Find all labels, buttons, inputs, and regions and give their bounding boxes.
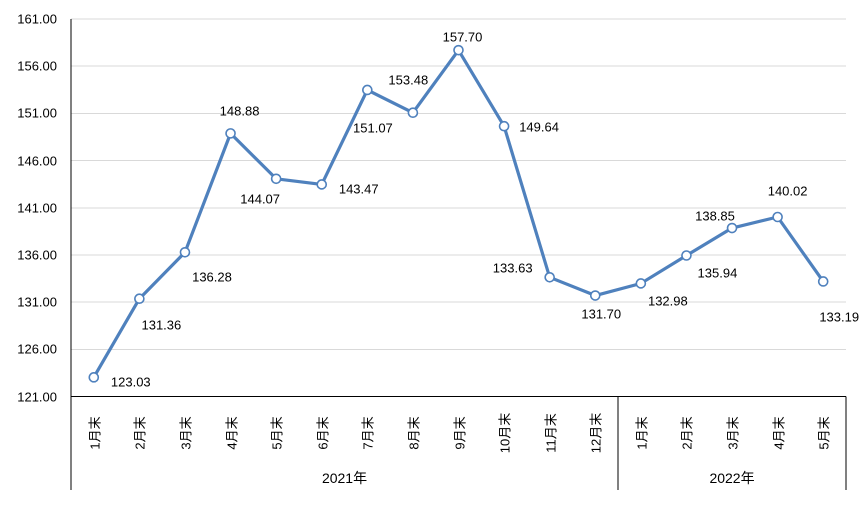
category-label: 9月末 (452, 416, 467, 450)
y-tick-label: 136.00 (17, 247, 57, 263)
data-point-marker (179, 246, 191, 258)
data-point-label: 148.88 (219, 103, 260, 119)
data-point-label: 151.07 (353, 120, 393, 136)
data-point-marker (453, 44, 464, 56)
data-point-marker (134, 293, 145, 305)
category-label: 4月末 (771, 416, 787, 450)
data-point-label: 157.70 (442, 29, 483, 45)
data-point-marker (362, 84, 373, 96)
category-label: 5月末 (816, 416, 832, 450)
data-point-marker (544, 272, 555, 283)
category-label: 2月末 (132, 416, 148, 450)
y-tick-label: 141.00 (17, 200, 57, 216)
category-label: 7月末 (360, 416, 376, 450)
category-label: 11月末 (543, 413, 559, 453)
category-label: 3月末 (725, 416, 741, 450)
category-label: 10月末 (497, 412, 513, 454)
data-point-label: 133.19 (819, 309, 860, 325)
data-point-marker (589, 290, 601, 301)
category-label: 6月末 (315, 416, 331, 450)
data-point-marker (635, 278, 647, 289)
data-point-label: 131.70 (581, 306, 622, 322)
data-point-label: 140.02 (767, 183, 808, 199)
data-point-marker (407, 107, 419, 119)
y-tick-label: 156.00 (17, 58, 57, 74)
y-tick-label: 131.00 (17, 294, 57, 310)
data-point-label: 123.03 (110, 374, 151, 390)
y-tick-label: 121.00 (17, 389, 57, 404)
data-point-label: 133.63 (492, 260, 533, 276)
data-point-label: 131.36 (141, 317, 182, 333)
y-tick-label: 126.00 (17, 341, 57, 357)
data-point-marker (225, 128, 236, 139)
category-label: 4月末 (224, 416, 240, 450)
data-point-label: 136.28 (192, 269, 232, 285)
year-label: 2021年 (321, 470, 368, 486)
category-label: 2月末 (679, 416, 695, 450)
data-point-marker (817, 276, 829, 287)
data-point-marker (681, 250, 692, 261)
data-point-label: 153.48 (388, 72, 429, 88)
category-label: 12月末 (588, 412, 604, 454)
y-tick-label: 146.00 (17, 153, 57, 169)
data-point-marker (316, 179, 328, 190)
year-label: 2022年 (709, 470, 755, 486)
data-point-label: 149.64 (519, 119, 559, 135)
data-point-label: 138.85 (695, 208, 735, 224)
data-point-label: 132.98 (647, 293, 688, 309)
data-point-label: 144.07 (240, 191, 281, 207)
y-tick-label: 161.00 (17, 11, 57, 27)
category-label: 3月末 (178, 416, 194, 450)
data-point-marker (270, 173, 282, 185)
category-label: 5月末 (269, 416, 285, 450)
y-tick-label: 151.00 (17, 105, 57, 121)
data-point-marker (498, 120, 510, 132)
category-label: 1月末 (87, 416, 103, 450)
data-point-label: 135.94 (697, 265, 738, 280)
data-point-marker (772, 211, 783, 223)
data-point-marker (726, 222, 738, 234)
category-label: 8月末 (406, 416, 422, 450)
data-point-label: 143.47 (338, 181, 379, 197)
category-label: 1月末 (634, 416, 650, 450)
data-point-marker (88, 372, 100, 383)
